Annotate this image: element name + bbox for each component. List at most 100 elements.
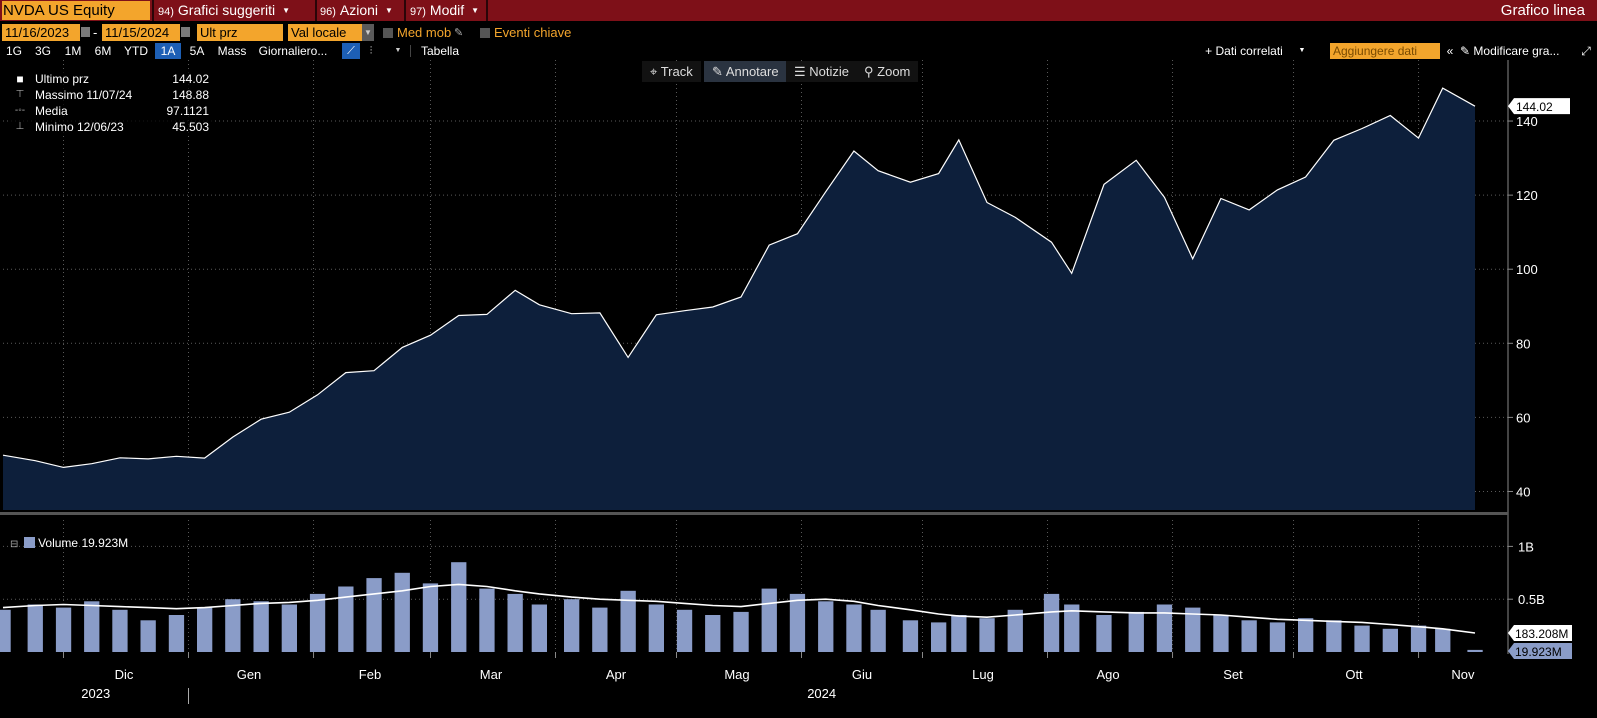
crosshair-icon: ⌖ <box>650 64 658 79</box>
x-tick-label: Nov <box>1451 667 1475 682</box>
volume-bar <box>27 604 43 652</box>
pencil-icon: ✎ <box>1460 44 1471 58</box>
grid-lines <box>3 60 1509 658</box>
last-price-label: 144.02 <box>1516 100 1553 114</box>
volume-bar <box>1435 628 1451 652</box>
volume-legend[interactable]: ⊟ Volume 19.923M <box>10 535 128 551</box>
related-data-button[interactable]: + Dati correlati <box>1205 44 1283 58</box>
zoom-tool[interactable]: ⚲ Zoom <box>856 61 919 82</box>
y-tick-label: 80 <box>1516 336 1530 351</box>
volume-bar <box>197 607 213 652</box>
legend-last[interactable]: ■ Ultimo prz 144.02 <box>10 71 215 87</box>
volume-bar <box>789 593 806 652</box>
chevron-down-icon[interactable]: ▼ <box>1298 47 1306 54</box>
moving-average-label[interactable]: Med mob <box>397 25 452 40</box>
moving-average-checkbox[interactable] <box>383 28 393 38</box>
calendar-icon[interactable] <box>81 27 90 37</box>
end-date-field[interactable]: 11/15/2024 <box>102 24 180 41</box>
collapse-icon[interactable]: « <box>1446 44 1454 58</box>
price-y-axis: 40 60 80 100 120 140 <box>1508 114 1538 499</box>
caret-down-icon: ▼ <box>282 6 291 15</box>
moving-average-badge <box>1508 624 1572 641</box>
caret-down-icon: ▼ <box>385 6 393 15</box>
volume-y-axis: 1B 0.5B <box>1508 539 1545 607</box>
annotate-label: Annotare <box>725 64 779 79</box>
volume-bar <box>338 586 354 652</box>
key-events-label[interactable]: Eventi chiave <box>494 25 572 40</box>
bar-chart-icon[interactable]: ⫶ <box>369 45 373 57</box>
period-1g[interactable]: 1G <box>5 44 22 58</box>
news-tool[interactable]: ☰ Notizie <box>786 61 858 82</box>
volume-bar <box>846 604 862 652</box>
volume-bar <box>676 609 693 652</box>
volume-bar <box>979 618 995 652</box>
volume-swatch <box>23 537 35 548</box>
x-tick-label: Apr <box>606 667 627 682</box>
legend-average: -◦- Media 97.1121 <box>10 103 215 119</box>
period-5a[interactable]: 5A <box>189 44 205 58</box>
zoom-label: Zoom <box>877 64 911 79</box>
x-tick-label: Dic <box>115 667 134 682</box>
period-6m[interactable]: 6M <box>94 44 112 58</box>
panel-divider[interactable] <box>0 512 1508 515</box>
volume-bar <box>1007 609 1023 652</box>
frequency-select[interactable]: Giornaliero... <box>258 44 328 58</box>
collapse-icon[interactable]: ⊟ <box>10 539 19 550</box>
volume-value-label: 19.923M <box>1515 645 1562 659</box>
moving-average-value-label: 183.208M <box>1515 627 1568 641</box>
menu-modify[interactable]: 97) Modif ▼ <box>410 0 479 21</box>
year-label: 2024 <box>807 686 836 701</box>
line-chart-icon[interactable]: ⟋ <box>342 43 360 59</box>
pencil-icon[interactable]: ✎ <box>454 27 464 39</box>
y-tick-label: 100 <box>1516 262 1538 277</box>
period-ytd[interactable]: YTD <box>124 44 148 58</box>
chevron-down-icon[interactable]: ▼ <box>394 47 402 54</box>
table-button[interactable]: Tabella <box>420 44 460 58</box>
modify-chart-button[interactable]: ✎ Modificare gra... <box>1460 43 1578 59</box>
period-1m[interactable]: 1M <box>64 44 82 58</box>
menu-suggested-charts[interactable]: 94) Grafici suggeriti ▼ <box>158 0 290 21</box>
menu-label: Azioni <box>339 2 379 18</box>
calendar-icon[interactable] <box>181 27 190 37</box>
start-date-field[interactable]: 11/16/2023 <box>2 24 80 41</box>
expand-icon[interactable]: ⤢ <box>1581 44 1591 58</box>
separator <box>410 45 411 57</box>
volume-y-tick-label: 0.5B <box>1518 592 1545 607</box>
key-events-checkbox[interactable] <box>480 28 490 38</box>
volume-bar <box>1241 620 1257 652</box>
date-separator: - <box>93 25 98 40</box>
volume-bar <box>112 609 128 652</box>
legend-average-label: Media <box>35 104 68 118</box>
add-data-field[interactable]: Aggiungere dati <box>1330 43 1440 59</box>
x-tick-label: Set <box>1223 667 1243 682</box>
volume-bar <box>1128 611 1144 652</box>
volume-bar <box>1354 625 1370 652</box>
annotate-tool[interactable]: ✎ Annotare <box>704 61 787 82</box>
period-max[interactable]: Mass <box>217 44 247 58</box>
checkbox-icon[interactable]: ■ <box>16 72 24 86</box>
volume-bars <box>0 562 1483 652</box>
menu-number: 94) <box>158 6 174 18</box>
y-tick-label: 120 <box>1516 188 1538 203</box>
volume-bar <box>225 599 241 652</box>
x-axis: Dic Gen Feb Mar Apr Mag Giu Lug Ago Set Ott Nov 2023… <box>81 667 1475 704</box>
legend-low: ⊥ Minimo 12/06/23 45.503 <box>10 119 215 135</box>
volume-bar <box>564 599 580 652</box>
x-tick-label: Mar <box>480 667 503 682</box>
chevron-down-icon[interactable]: ▼ <box>362 24 374 41</box>
volume-bar <box>1156 604 1173 652</box>
volume-bar <box>1269 622 1286 652</box>
field-select[interactable]: Ult prz <box>197 24 283 41</box>
menu-actions[interactable]: 96) Azioni ▼ <box>320 0 393 21</box>
volume-bar <box>733 611 749 652</box>
legend-low-label: Minimo 12/06/23 <box>35 120 124 134</box>
period-3g[interactable]: 3G <box>34 44 51 58</box>
volume-bar <box>620 590 636 652</box>
last-price-badge <box>1508 98 1570 115</box>
ticker-field[interactable]: NVDA US Equity <box>2 1 150 20</box>
currency-select[interactable]: Val locale <box>288 24 362 41</box>
track-tool[interactable]: ⌖ Track <box>642 61 701 82</box>
period-1a[interactable]: 1A <box>155 43 181 59</box>
